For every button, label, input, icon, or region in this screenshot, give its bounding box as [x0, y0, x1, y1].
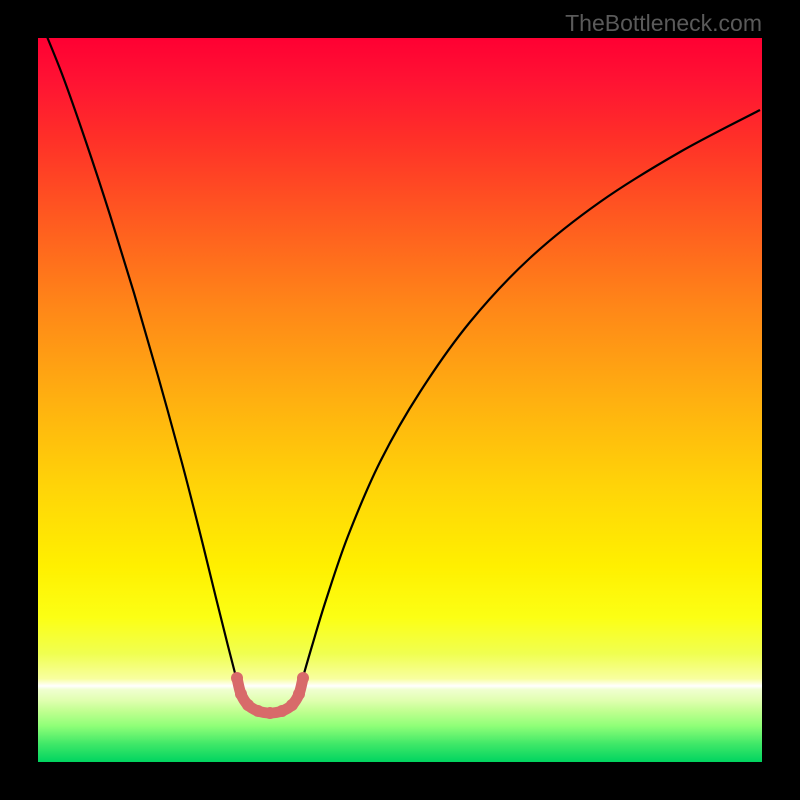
chart-container: TheBottleneck.com	[0, 0, 800, 800]
bottleneck-curve	[0, 0, 800, 800]
watermark-text: TheBottleneck.com	[565, 10, 762, 37]
